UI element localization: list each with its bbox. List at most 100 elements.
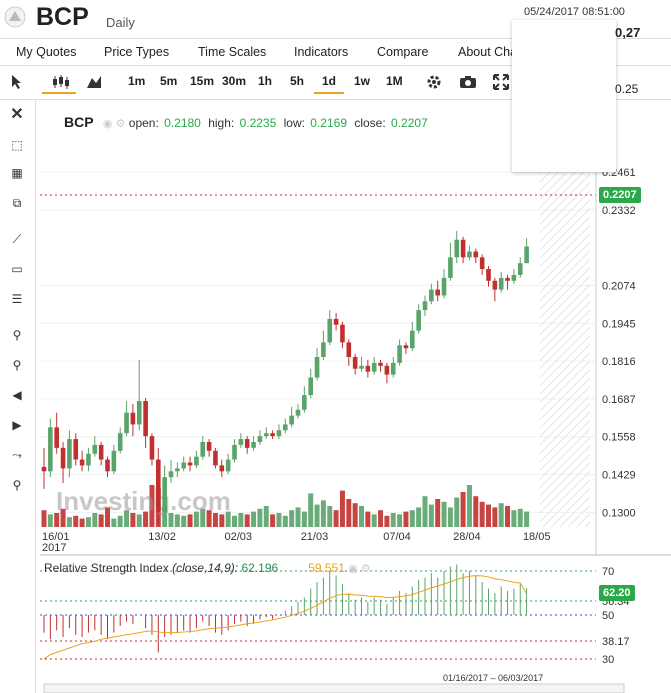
select-tool-icon[interactable]: ⬚ bbox=[11, 138, 23, 152]
menu-price-types[interactable]: Price Types bbox=[104, 45, 170, 59]
candle-body bbox=[276, 430, 282, 437]
volume-bar bbox=[257, 508, 263, 527]
candle-body bbox=[321, 342, 326, 357]
price-tick-label: 0.1558 bbox=[602, 432, 636, 444]
volume-bar bbox=[219, 514, 225, 527]
volume-bar bbox=[181, 515, 187, 527]
copy-tool-icon[interactable]: ⧉ bbox=[12, 196, 22, 210]
rectangle-tool-icon[interactable]: ▭ bbox=[11, 262, 23, 276]
interval-30m[interactable]: 30m bbox=[222, 74, 247, 88]
date-tick-label: 02/03 bbox=[225, 531, 253, 543]
candle-body bbox=[365, 365, 371, 372]
rsi-tick-label: 38.17 bbox=[602, 636, 630, 648]
trendline-tool-icon[interactable]: ⟋ bbox=[12, 232, 22, 246]
interval-5h[interactable]: 5h bbox=[290, 74, 305, 88]
candle-body bbox=[479, 257, 485, 270]
candle-body bbox=[130, 412, 136, 425]
legend-eye-icon[interactable]: ◉ ⚙ bbox=[102, 118, 126, 130]
price-tick-label: 0.2074 bbox=[602, 280, 636, 292]
volume-bar bbox=[174, 514, 180, 527]
zoom-in-icon[interactable]: ⚲ bbox=[12, 328, 22, 342]
date-tick-label: 21/03 bbox=[301, 531, 329, 543]
rsi-current-tag: 62.20 bbox=[599, 585, 635, 601]
price-tick-label: 0.1300 bbox=[602, 507, 636, 519]
candle-body bbox=[429, 289, 434, 302]
menu-compare[interactable]: Compare bbox=[377, 45, 429, 59]
candle-body bbox=[143, 400, 148, 437]
candle-body bbox=[86, 453, 91, 466]
date-tick-label: 07/04 bbox=[383, 531, 411, 543]
price-tick-label: 0.1816 bbox=[602, 356, 636, 368]
candle-body bbox=[308, 377, 313, 396]
camera-icon[interactable] bbox=[459, 74, 477, 90]
volume-bar bbox=[390, 513, 396, 527]
candle-body bbox=[270, 433, 275, 437]
gear-icon[interactable] bbox=[426, 74, 442, 90]
navigator-bar[interactable] bbox=[43, 683, 625, 693]
rsi-signal-value: 59.551 bbox=[308, 561, 345, 575]
investing-watermark: Investing.com bbox=[56, 486, 231, 516]
candle-body bbox=[340, 324, 345, 343]
scroll-left-icon[interactable]: ◀ bbox=[12, 388, 22, 402]
candle-body bbox=[460, 239, 466, 258]
candle-body bbox=[384, 365, 390, 375]
interval-1m[interactable]: 1m bbox=[128, 74, 146, 88]
close-icon[interactable]: ✕ bbox=[10, 106, 24, 123]
menu-time-scales[interactable]: Time Scales bbox=[198, 45, 267, 59]
grid-tool-icon[interactable]: ▦ bbox=[11, 166, 23, 180]
interval-1h[interactable]: 1h bbox=[258, 74, 273, 88]
cursor-icon[interactable] bbox=[10, 74, 24, 90]
interval-5m[interactable]: 5m bbox=[160, 74, 178, 88]
rsi-settings-icon[interactable]: ◉ ⚙ bbox=[348, 563, 371, 575]
volume-bar bbox=[225, 511, 231, 527]
volume-bar bbox=[251, 511, 257, 527]
volume-bar bbox=[111, 518, 117, 527]
volume-bar bbox=[327, 506, 333, 527]
lines-tool-icon[interactable]: ☰ bbox=[11, 292, 23, 306]
candlestick-type-icon[interactable] bbox=[52, 74, 70, 90]
candle-body bbox=[378, 362, 383, 366]
interval-1w[interactable]: 1w bbox=[354, 74, 371, 88]
volume-bar bbox=[117, 515, 123, 527]
menu-about-chart[interactable]: About Cha bbox=[458, 45, 518, 59]
volume-bar bbox=[54, 513, 60, 527]
zoom-out-icon[interactable]: ⚲ bbox=[12, 358, 22, 372]
candle-body bbox=[359, 365, 364, 369]
menu-indicators[interactable]: Indicators bbox=[294, 45, 349, 59]
fullscreen-icon[interactable] bbox=[493, 74, 509, 90]
future-hatch-area bbox=[540, 102, 590, 527]
price-tick-label: 0.1429 bbox=[602, 470, 636, 482]
volume-bar bbox=[244, 514, 250, 527]
menu-my-quotes[interactable]: My Quotes bbox=[16, 45, 77, 59]
hover-popup bbox=[512, 20, 616, 172]
legend-open-label: open: bbox=[128, 116, 159, 130]
candle-body bbox=[403, 345, 409, 349]
candle-body bbox=[416, 310, 421, 331]
pan-tool-icon[interactable]: ⤳ bbox=[12, 448, 22, 462]
area-type-icon[interactable] bbox=[86, 74, 102, 90]
price-tick-label: 0.2332 bbox=[602, 205, 636, 217]
interval-15m[interactable]: 15m bbox=[190, 74, 215, 88]
candle-body bbox=[295, 409, 301, 416]
volume-bar bbox=[41, 510, 47, 527]
interval-1M[interactable]: 1M bbox=[386, 74, 403, 88]
scroll-right-icon[interactable]: ▶ bbox=[12, 418, 22, 432]
candle-body bbox=[333, 318, 339, 325]
volume-bar bbox=[47, 514, 53, 527]
volume-bar bbox=[270, 514, 276, 527]
volume-bar bbox=[301, 511, 307, 527]
volume-bar bbox=[352, 503, 358, 527]
rsi-tick-label: 30 bbox=[602, 654, 614, 666]
candle-body bbox=[422, 301, 428, 311]
interval-1d[interactable]: 1d bbox=[322, 74, 337, 88]
candle-body bbox=[41, 466, 47, 472]
volume-bar bbox=[263, 506, 269, 527]
rsi-signal-line bbox=[43, 575, 528, 660]
reset-zoom-icon[interactable]: ⚲ bbox=[12, 478, 22, 492]
candle-body bbox=[511, 274, 517, 281]
volume-bar bbox=[517, 508, 523, 527]
rsi-params: (close,14,9): bbox=[172, 561, 239, 575]
candle-body bbox=[187, 462, 193, 466]
price-grid bbox=[40, 171, 596, 513]
